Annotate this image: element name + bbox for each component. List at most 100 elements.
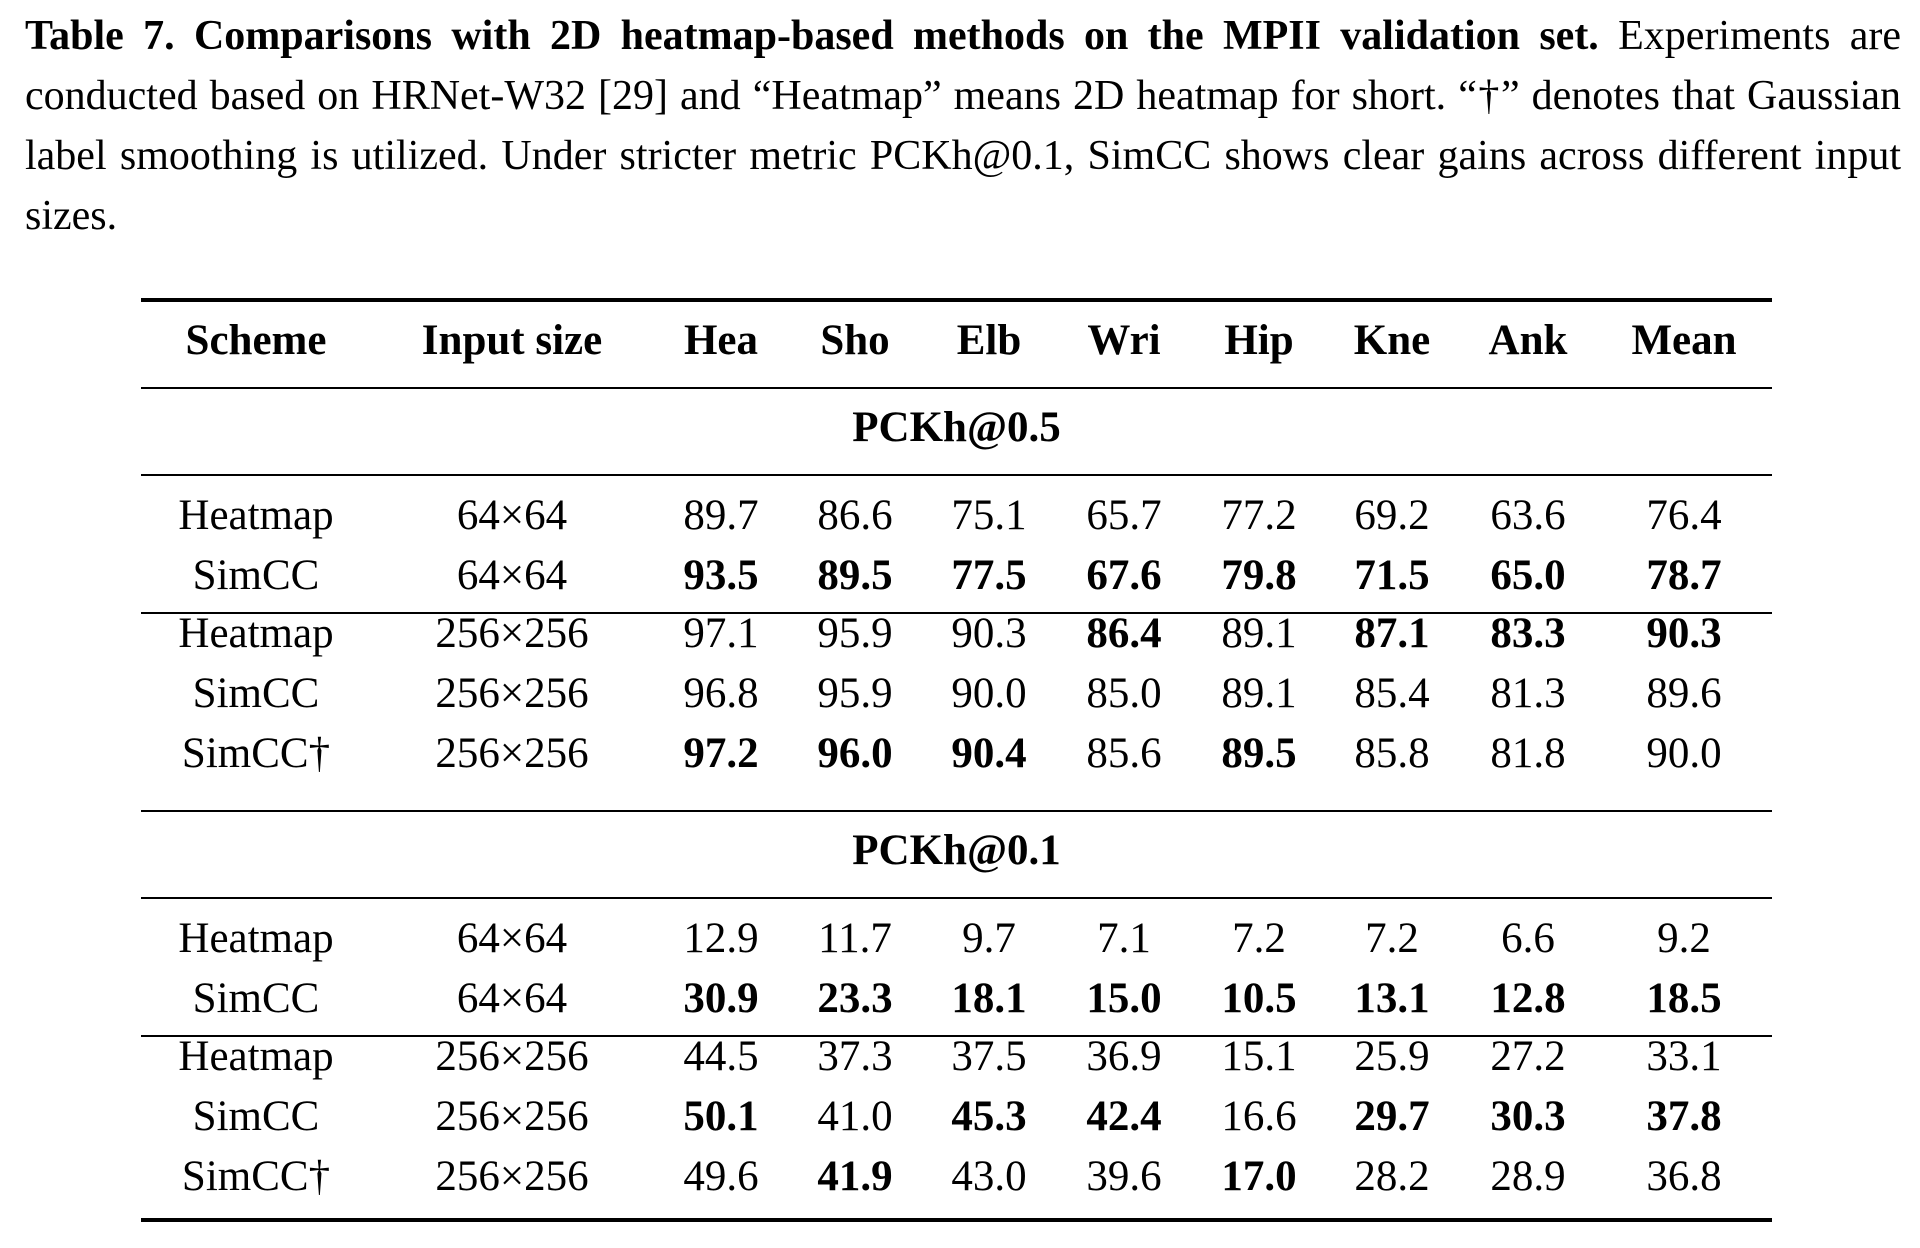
table-cell: 9.7 (962, 915, 1016, 962)
table-cell: 97.1 (683, 610, 758, 657)
table-cell: 89.6 (1646, 670, 1721, 717)
caption-title: Table 7. Comparisons with 2D heatmap-bas… (25, 13, 1599, 59)
table-cell: 44.5 (683, 1033, 758, 1080)
table-cell: 7.2 (1365, 915, 1419, 962)
table-cell: 9.2 (1657, 915, 1711, 962)
table-cell: 7.1 (1097, 915, 1151, 962)
table-cell: 256×256 (435, 1093, 588, 1140)
table-cell: 36.8 (1646, 1153, 1721, 1200)
table-cell: 65.0 (1490, 552, 1565, 599)
table-cell: 85.4 (1354, 670, 1429, 717)
row-label: SimCC (193, 670, 320, 717)
table-cell: 96.8 (683, 670, 758, 717)
table-cell: 41.9 (817, 1153, 892, 1200)
table-caption: Table 7. Comparisons with 2D heatmap-bas… (25, 6, 1901, 246)
table-cell: 30.9 (683, 975, 758, 1022)
table-cell: 13.1 (1354, 975, 1429, 1022)
table-cell: 28.9 (1490, 1153, 1565, 1200)
table-cell: 6.6 (1501, 915, 1555, 962)
table-cell: 28.2 (1354, 1153, 1429, 1200)
table-cell: 16.6 (1221, 1093, 1296, 1140)
table-cell: 256×256 (435, 670, 588, 717)
row-label: SimCC† (182, 1153, 330, 1200)
row-label: SimCC (193, 552, 320, 599)
row-label: Heatmap (178, 915, 333, 962)
table-cell: 86.4 (1086, 610, 1161, 657)
table-cell: 50.1 (683, 1093, 758, 1140)
table-cell: 64×64 (457, 915, 567, 962)
table-cell: 29.7 (1354, 1093, 1429, 1140)
column-header: Input size (422, 317, 602, 364)
table-cell: 45.3 (951, 1093, 1026, 1140)
table-cell: 89.5 (817, 552, 892, 599)
table-cell: 18.1 (951, 975, 1026, 1022)
column-header: Mean (1631, 317, 1736, 364)
table-cell: 85.8 (1354, 730, 1429, 777)
table-cell: 256×256 (435, 610, 588, 657)
column-header: Hip (1224, 317, 1293, 364)
table-cell: 64×64 (457, 552, 567, 599)
column-header: Sho (820, 317, 889, 364)
table-cell: 37.8 (1646, 1093, 1721, 1140)
table-cell: 39.6 (1086, 1153, 1161, 1200)
table-cell: 89.7 (683, 492, 758, 539)
table-cell: 23.3 (817, 975, 892, 1022)
table-cell: 12.9 (683, 915, 758, 962)
table-cell: 7.2 (1232, 915, 1286, 962)
table-cell: 43.0 (951, 1153, 1026, 1200)
table-cell: 78.7 (1646, 552, 1721, 599)
table-cell: 76.4 (1646, 492, 1721, 539)
table-cell: 69.2 (1354, 492, 1429, 539)
table-cell: 27.2 (1490, 1033, 1565, 1080)
section-title: PCKh@0.5 (852, 404, 1060, 451)
table-cell: 30.3 (1490, 1093, 1565, 1140)
table-cell: 77.5 (951, 552, 1026, 599)
column-header: Elb (957, 317, 1022, 364)
table-cell: 79.8 (1221, 552, 1296, 599)
table-cell: 15.0 (1086, 975, 1161, 1022)
table-cell: 49.6 (683, 1153, 758, 1200)
table-cell: 93.5 (683, 552, 758, 599)
table-cell: 12.8 (1490, 975, 1565, 1022)
table-cell: 97.2 (683, 730, 758, 777)
table-cell: 42.4 (1086, 1093, 1161, 1140)
table-cell: 90.3 (951, 610, 1026, 657)
table-cell: 95.9 (817, 610, 892, 657)
table-cell: 18.5 (1646, 975, 1721, 1022)
table-cell: 81.3 (1490, 670, 1565, 717)
column-header: Wri (1087, 317, 1160, 364)
table-cell: 63.6 (1490, 492, 1565, 539)
table-cell: 65.7 (1086, 492, 1161, 539)
row-label: Heatmap (178, 610, 333, 657)
row-label: Heatmap (178, 1033, 333, 1080)
column-header: Kne (1354, 317, 1430, 364)
table-cell: 71.5 (1354, 552, 1429, 599)
column-header: Scheme (186, 317, 327, 364)
row-label: SimCC (193, 1093, 320, 1140)
table-cell: 256×256 (435, 1153, 588, 1200)
table-cell: 17.0 (1221, 1153, 1296, 1200)
table-cell: 33.1 (1646, 1033, 1721, 1080)
table-cell: 64×64 (457, 975, 567, 1022)
row-label: SimCC (193, 975, 320, 1022)
table-cell: 11.7 (818, 915, 892, 962)
table-cell: 77.2 (1221, 492, 1296, 539)
caption-text: Experiments are conducted based on HRNet… (25, 13, 1902, 239)
column-header: Ank (1489, 317, 1568, 364)
table-cell: 10.5 (1221, 975, 1296, 1022)
table-cell: 90.3 (1646, 610, 1721, 657)
table-cell: 81.8 (1490, 730, 1565, 777)
table-cell: 67.6 (1086, 552, 1161, 599)
table-cell: 90.4 (951, 730, 1026, 777)
table-cell: 83.3 (1490, 610, 1565, 657)
row-label: Heatmap (178, 492, 333, 539)
table-cell: 85.0 (1086, 670, 1161, 717)
table-cell: 25.9 (1354, 1033, 1429, 1080)
row-label: SimCC† (182, 730, 330, 777)
table-cell: 37.3 (817, 1033, 892, 1080)
table-cell: 96.0 (817, 730, 892, 777)
table-cell: 86.6 (817, 492, 892, 539)
table-cell: 89.1 (1221, 670, 1296, 717)
